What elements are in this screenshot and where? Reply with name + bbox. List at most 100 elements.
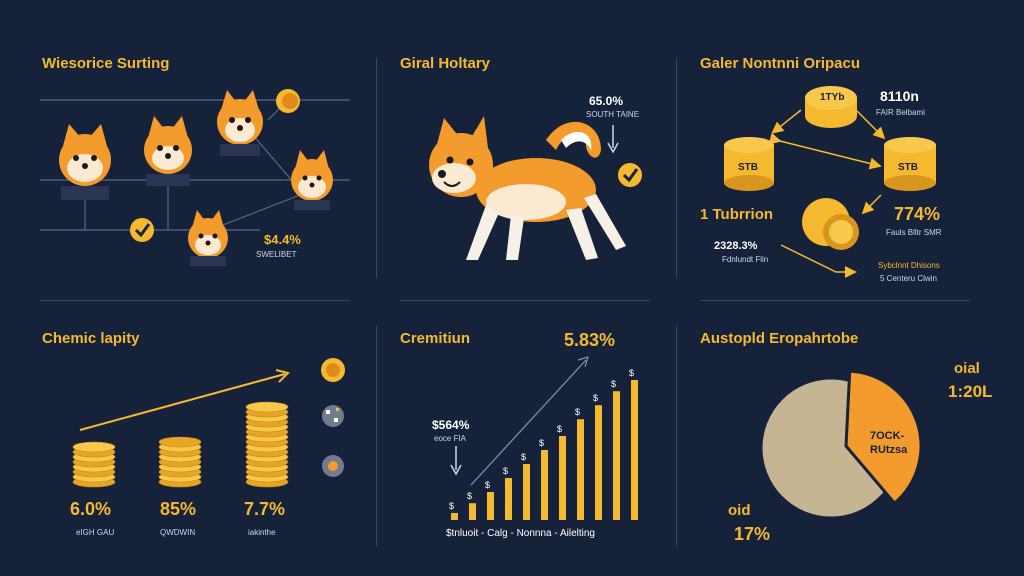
bar-dollar-glyph: $	[611, 379, 616, 389]
dog-heads	[59, 90, 333, 266]
down-arrow-icon	[607, 125, 619, 154]
down-arrow-icon	[450, 446, 462, 476]
pie-bottom-label-a: oid	[728, 502, 751, 519]
panel5-axis-text: $tnluoit - Calg - Nonnna - Ailelting	[446, 528, 595, 539]
coin-a-label: 1TYb	[820, 92, 845, 103]
bar-dollar-glyph: $	[449, 501, 454, 511]
coin-layer	[72, 441, 116, 453]
panel3-top-caption: FAIR Belbami	[876, 108, 925, 117]
panel1-stat-caption: SWELIBET	[256, 250, 297, 259]
growth-bar	[559, 436, 566, 520]
panel3-left-value: 1 Tubrrion	[700, 206, 774, 223]
scatter-token-icon	[322, 405, 344, 427]
coin-drum-right-icon	[884, 137, 936, 191]
check-badge-icon	[130, 218, 154, 242]
pie-slice-label-b: RUtzsa	[870, 444, 908, 456]
pie-slice-label-a: 7OCK-	[870, 430, 905, 442]
panel-wiesorice: Wiesorice Surting $4.4% SWELIBET	[0, 0, 376, 300]
check-badge-icon	[618, 163, 642, 187]
panel3-lower-value: 2328.3%	[714, 240, 758, 252]
panel-title: Giral Holtary	[400, 55, 491, 72]
divider-col-4	[676, 326, 677, 546]
coin-stack-2-icon	[158, 436, 202, 488]
bar-dollar-glyph: $	[539, 438, 544, 448]
stack-3-caption: iakinthe	[248, 528, 276, 537]
panel3-lower-right-caption: Sybclnnt Dhisons	[878, 261, 940, 270]
stack-2-value: 85%	[160, 499, 197, 519]
panel3-lower-caption: Fdnlundt Flin	[722, 255, 769, 264]
coin-b-label: STB	[738, 162, 758, 173]
panel-giral: Giral Holtary 65.0% SOUTH TAINE	[376, 0, 676, 300]
pie-chart	[759, 369, 923, 520]
growth-bar	[487, 492, 494, 520]
panel1-stat: $4.4%	[264, 232, 301, 247]
panel3-bottom-caption: 5 Centeru Clwin	[880, 274, 937, 283]
panel-austopld: Austopld Eropahrtobe oial 1:20L 7OCK- RU…	[676, 300, 1024, 576]
stack-2-caption: QWDWIN	[160, 528, 196, 537]
divider-row-2	[400, 300, 650, 301]
bar-dollar-glyph: $	[629, 368, 634, 378]
bar-dollar-glyph: $	[503, 466, 508, 476]
coin-stacks-illustration	[72, 358, 345, 488]
panel-title: Austopld Eropahrtobe	[700, 330, 859, 347]
divider-col-1	[376, 58, 377, 278]
divider-row-3	[700, 300, 970, 301]
panel-title: Wiesorice Surting	[42, 55, 170, 72]
panel2-stat: 65.0%	[589, 94, 624, 108]
bar-dollar-glyph: $	[485, 480, 490, 490]
growth-bar	[451, 513, 458, 520]
stack-3-value: 7.7%	[244, 499, 286, 519]
rising-trend-arrow	[470, 356, 589, 486]
panel5-top-value: 5.83%	[564, 330, 616, 350]
panel-title: Chemic lapity	[42, 330, 140, 347]
coin-drum-left-icon	[724, 137, 774, 191]
bar-dollar-glyph: $	[521, 452, 526, 462]
stack-1-caption: eIGH GAU	[76, 528, 115, 537]
orbit-token-icon	[322, 455, 344, 477]
coin-layer	[158, 436, 202, 448]
divider-col-3	[376, 326, 377, 546]
panel3-right-value: 774%	[894, 204, 941, 224]
panel-galer: Galer Nontnni Oripacu 1TYb STB STB 8110n…	[676, 0, 1024, 300]
panel3-top-value: 8110n	[880, 88, 919, 104]
growth-bar	[577, 419, 584, 520]
coin-icon	[276, 89, 300, 113]
panel5-left-caption: eoce FIA	[434, 434, 467, 443]
panel3-right-caption: Fauls Blltr SMR	[886, 228, 942, 237]
coin-stack-3-icon	[245, 401, 289, 488]
divider-col-2	[676, 58, 677, 278]
coin-flow-illustration	[724, 86, 936, 278]
growth-bar	[523, 464, 530, 520]
panel-title: Cremitiun	[400, 330, 471, 347]
divider-row-1	[40, 300, 350, 301]
shiba-walking-illustration	[429, 116, 642, 260]
dog-network-illustration	[40, 89, 350, 266]
bar-dollar-glyph: $	[575, 407, 580, 417]
coin-c-label: STB	[898, 162, 918, 173]
growth-bar	[541, 450, 548, 520]
growth-bar	[613, 391, 620, 520]
pie-bottom-label-b: 17%	[734, 524, 771, 544]
pie-highlight-slice	[844, 369, 923, 506]
growth-bar	[469, 503, 476, 520]
panel-title: Galer Nontnni Oripacu	[700, 55, 861, 72]
growth-bar	[631, 380, 638, 520]
stack-1-value: 6.0%	[70, 499, 112, 519]
bar-dollar-glyph: $	[467, 491, 472, 501]
trend-arrow	[79, 369, 290, 431]
coin-pair-icon	[802, 198, 859, 250]
panel5-left-value: $564%	[432, 418, 470, 432]
bar-dollar-glyph: $	[593, 393, 598, 403]
bar-dollar-glyph: $	[557, 424, 562, 434]
panel-chemic: Chemic lapity 6.0% eIGH GAU 85% QWDWIN 7…	[0, 300, 376, 576]
coin-stack-1-icon	[72, 441, 116, 488]
pie-top-label-b: 1:20L	[948, 382, 993, 401]
coin-stack-icon	[805, 86, 857, 128]
panel-cremitiun: Cremitiun 5.83% $564% eoce FIA $ $ $ $ $ $ $ $ $…	[376, 300, 676, 576]
coin-token-icon	[321, 358, 345, 382]
growth-bar-chart: $ $ $ $ $ $ $ $ $ $ $	[449, 356, 638, 520]
growth-bar	[505, 478, 512, 520]
coin-layer	[245, 401, 289, 413]
pie-top-label-a: oial	[954, 360, 980, 377]
growth-bar	[595, 405, 602, 520]
